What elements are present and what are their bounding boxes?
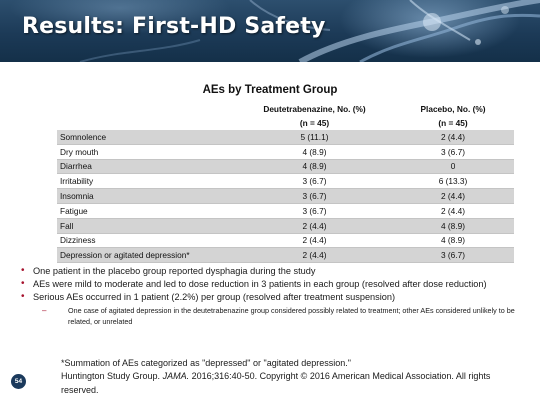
table-row: Insomnia 3 (6.7) 2 (4.4) <box>57 188 514 204</box>
table-row: Somnolence 5 (11.1) 2 (4.4) <box>57 130 514 145</box>
event-name: Dizziness <box>57 233 237 249</box>
event-name: Somnolence <box>57 130 237 145</box>
bullet-item: • AEs were mild to moderate and led to d… <box>20 278 525 290</box>
placebo-value: 3 (6.7) <box>392 144 514 160</box>
bullet-dot-icon: • <box>21 278 25 289</box>
table-row: Dizziness 2 (4.4) 4 (8.9) <box>57 233 514 249</box>
bullet-list: • One patient in the placebo group repor… <box>20 265 525 303</box>
source-author: Huntington Study Group. <box>61 371 161 382</box>
event-name: Dry mouth <box>57 144 237 160</box>
table-row: Depression or agitated depression* 2 (4.… <box>57 247 514 264</box>
title-banner: Results: First-HD Safety <box>0 0 540 62</box>
sub-bullet-text: One case of agitated depression in the d… <box>68 306 515 326</box>
bullet-dot-icon: • <box>21 291 25 302</box>
bullet-text: Serious AEs occurred in 1 patient (2.2%)… <box>33 292 396 302</box>
footnote-asterisk-note: *Summation of AEs categorized as "depres… <box>61 358 351 368</box>
table-header-row: Deutetrabenazine, No. (%) Placebo, No. (… <box>57 102 514 116</box>
column-header-event <box>57 102 237 116</box>
deutetrabenazine-value: 3 (6.7) <box>237 173 392 190</box>
bullet-item: • One patient in the placebo group repor… <box>20 265 525 277</box>
table-row: Diarrhea 4 (8.9) 0 <box>57 159 514 175</box>
bullet-text: AEs were mild to moderate and led to dos… <box>33 279 487 289</box>
deutetrabenazine-value: 2 (4.4) <box>237 218 392 234</box>
table-row: Fatigue 3 (6.7) 2 (4.4) <box>57 203 514 219</box>
column-header-placebo: Placebo, No. (%) <box>420 104 486 114</box>
deutetrabenazine-value: 5 (11.1) <box>237 130 392 145</box>
deutetrabenazine-value: 3 (6.7) <box>237 203 392 219</box>
dash-icon: – <box>42 306 47 315</box>
placebo-value: 4 (8.9) <box>392 233 514 249</box>
footnote: *Summation of AEs categorized as "depres… <box>61 357 521 397</box>
footnote-source: Huntington Study Group. JAMA. 2016;316:4… <box>61 370 521 397</box>
deutetrabenazine-value: 3 (6.7) <box>237 188 392 204</box>
table-row: Irritability 3 (6.7) 6 (13.3) <box>57 173 514 190</box>
placebo-value: 2 (4.4) <box>392 130 514 145</box>
event-name: Fatigue <box>57 203 237 219</box>
deutetrabenazine-value: 4 (8.9) <box>237 159 392 175</box>
placebo-value: 0 <box>392 159 514 175</box>
placebo-value: 2 (4.4) <box>392 188 514 204</box>
sub-bullet-item: – One case of agitated depression in the… <box>40 306 525 327</box>
table-row: Dry mouth 4 (8.9) 3 (6.7) <box>57 144 514 160</box>
bullet-item: • Serious AEs occurred in 1 patient (2.2… <box>20 291 525 303</box>
deutetrabenazine-value: 2 (4.4) <box>237 247 392 264</box>
table-header-n-row: (n = 45) (n = 45) <box>57 116 514 130</box>
placebo-value: 2 (4.4) <box>392 203 514 219</box>
page-number-badge: 54 <box>11 374 26 389</box>
slide-title: Results: First-HD Safety <box>22 14 326 39</box>
event-name: Diarrhea <box>57 159 237 175</box>
table-title: AEs by Treatment Group <box>202 84 338 96</box>
event-name: Depression or agitated depression* <box>57 247 237 264</box>
deutetrabenazine-value: 2 (4.4) <box>237 233 392 249</box>
adverse-events-table: Deutetrabenazine, No. (%) Placebo, No. (… <box>57 102 514 264</box>
column-n-deutetrabenazine: (n = 45) <box>299 118 330 128</box>
event-name: Insomnia <box>57 188 237 204</box>
column-n-event <box>57 116 237 130</box>
bullet-text: One patient in the placebo group reporte… <box>33 266 316 276</box>
placebo-value: 3 (6.7) <box>392 247 514 264</box>
bullet-dot-icon: • <box>21 265 25 276</box>
event-name: Irritability <box>57 173 237 190</box>
placebo-value: 6 (13.3) <box>392 173 514 190</box>
neuron-background-image <box>10 0 540 62</box>
column-n-placebo: (n = 45) <box>438 118 468 128</box>
placebo-value: 4 (8.9) <box>392 218 514 234</box>
table-row: Fall 2 (4.4) 4 (8.9) <box>57 218 514 234</box>
source-citation: 2016;316:40-50. Copyright © 2016 America… <box>61 371 491 395</box>
column-header-deutetrabenazine: Deutetrabenazine, No. (%) <box>263 104 366 114</box>
source-journal: JAMA. <box>162 371 190 382</box>
event-name: Fall <box>57 218 237 234</box>
deutetrabenazine-value: 4 (8.9) <box>237 144 392 160</box>
slide-content: • One patient in the placebo group repor… <box>20 265 525 327</box>
